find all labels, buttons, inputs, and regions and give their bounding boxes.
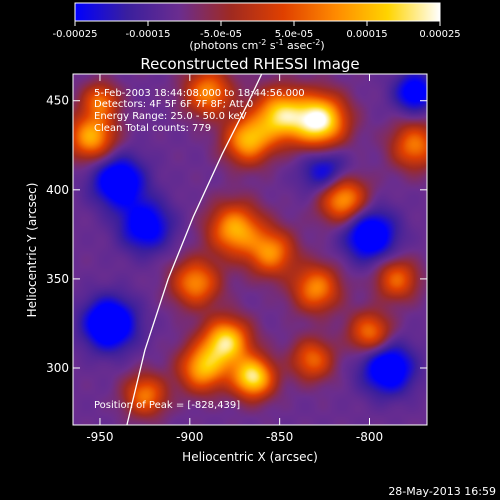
colorbar-tick-label: -0.00025 xyxy=(53,29,98,40)
annotation-block: 5-Feb-2003 18:44:08.000 to 18:44:56.000 … xyxy=(94,88,305,134)
annotation-time-range: 5-Feb-2003 18:44:08.000 to 18:44:56.000 xyxy=(94,88,305,99)
x-tick-label: -800 xyxy=(356,430,383,444)
colorbar-tick-label: -5.0e-05 xyxy=(200,29,242,40)
colorbar: -0.00025 -0.00015 -5.0e-05 5.0e-05 0.00015 0.… xyxy=(53,2,461,52)
colorbar-tick-label: 0.00015 xyxy=(346,29,387,40)
x-tick-label: -950 xyxy=(86,430,113,444)
y-tick-label: 400 xyxy=(46,183,69,197)
y-tick-label: 350 xyxy=(46,272,69,286)
chart-title: Reconstructed RHESSI Image xyxy=(140,55,359,73)
x-tick-label: -900 xyxy=(176,430,203,444)
y-axis-label: Heliocentric Y (arcsec) xyxy=(25,183,39,318)
colorbar-units-label: (photons cm-2 s-1 asec-2) xyxy=(189,38,324,52)
colorbar-tick-label: 5.0e-05 xyxy=(275,29,313,40)
colorbar-tick-label: -0.00015 xyxy=(126,29,171,40)
footer-timestamp: 28-May-2013 16:59 xyxy=(388,485,496,498)
peak-position-label: Position of Peak = [-828,439] xyxy=(94,400,240,411)
heatmap-image xyxy=(73,74,427,425)
colorbar-tick-label: 0.00025 xyxy=(419,29,460,40)
annotation-detectors: Detectors: 4F 5F 6F 7F 8F; Att 0 xyxy=(94,99,253,110)
x-axis-label: Heliocentric X (arcsec) xyxy=(182,450,318,464)
x-tick-label: -850 xyxy=(266,430,293,444)
solar-limb-curve xyxy=(126,73,263,426)
y-tick-label: 450 xyxy=(46,94,69,108)
plot-frame xyxy=(72,73,428,426)
annotation-energy-range: Energy Range: 25.0 - 50.0 keV xyxy=(94,111,247,122)
colorbar-gradient xyxy=(74,2,441,22)
y-tick-label: 300 xyxy=(46,361,69,375)
annotation-total-counts: Clean Total counts: 779 xyxy=(94,123,211,134)
